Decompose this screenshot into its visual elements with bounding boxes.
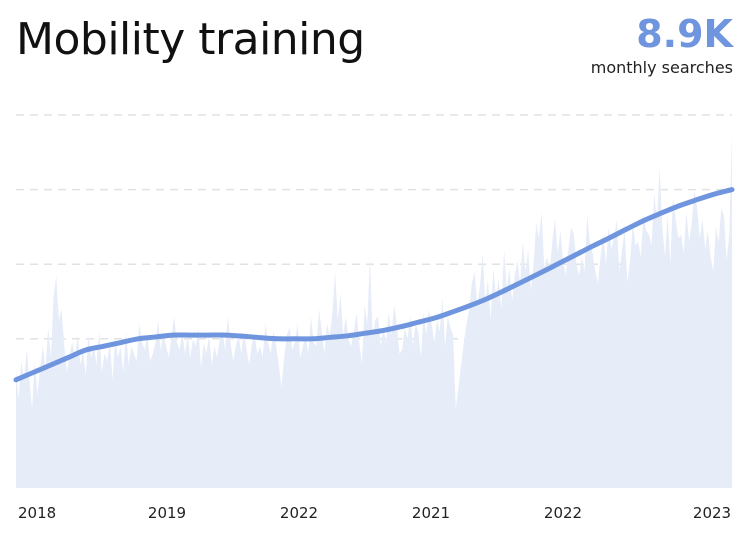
x-tick-label: 2018	[18, 504, 56, 522]
x-tick-label: 2019	[148, 504, 186, 522]
page-title: Mobility training	[16, 14, 365, 65]
x-tick-label: 2022	[280, 504, 318, 522]
monthly-searches-value: 8.9K	[636, 12, 733, 56]
search-volume-area	[16, 133, 732, 488]
search-trend-line	[13, 187, 735, 383]
x-axis-tick-labels: 2018 2019 2022 2021 2022 2023	[18, 504, 731, 522]
x-tick-label: 2022	[544, 504, 582, 522]
monthly-searches-label: monthly searches	[590, 57, 733, 77]
x-tick-label: 2021	[412, 504, 450, 522]
monthly-searches-metric: 8.9K monthly searches	[590, 12, 733, 77]
x-tick-label: 2023	[693, 504, 731, 522]
